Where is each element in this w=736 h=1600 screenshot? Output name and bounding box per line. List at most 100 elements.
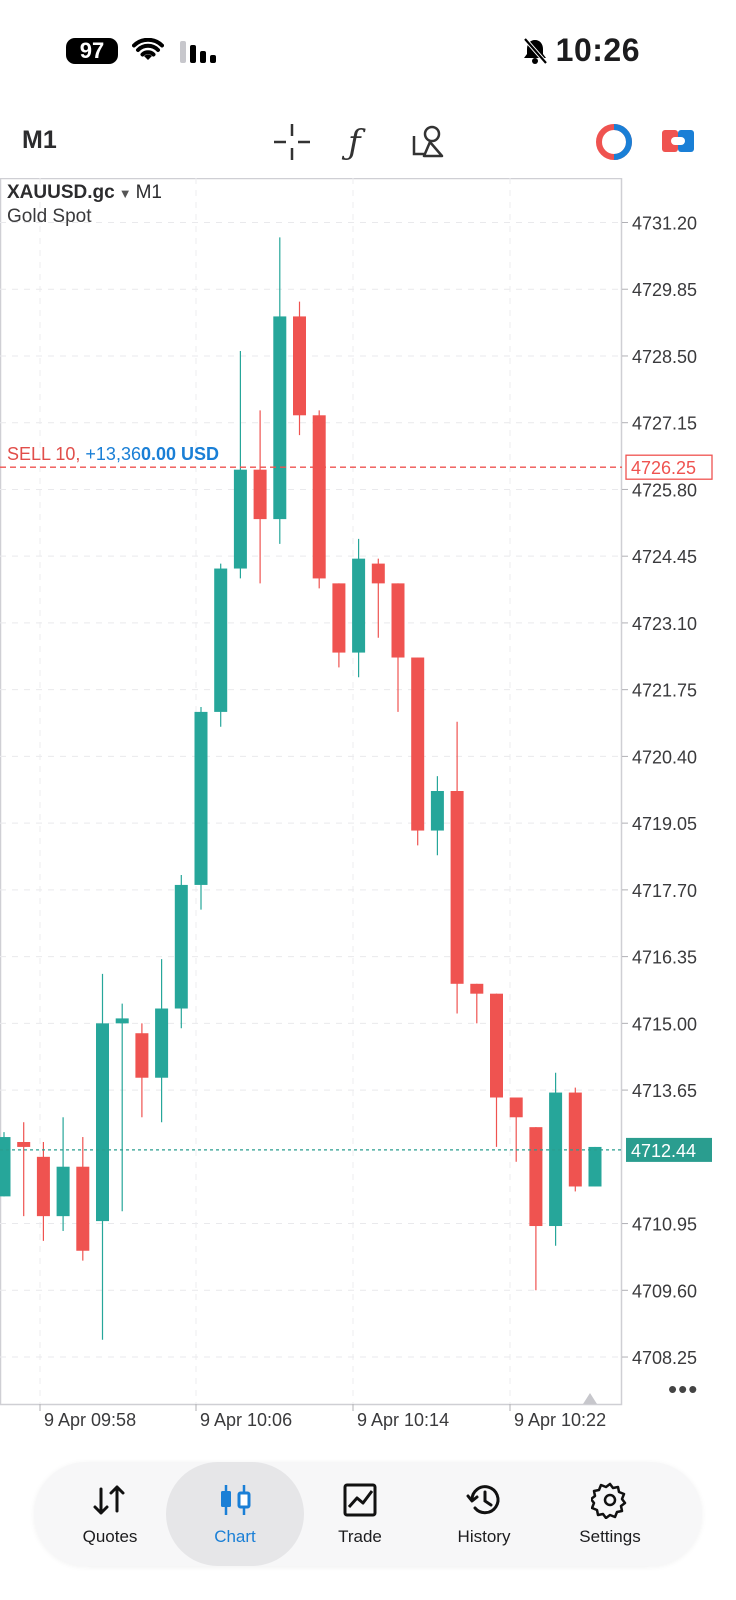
candle[interactable] [490, 993, 503, 1147]
nav-settings[interactable]: Settings [546, 1462, 674, 1566]
candle[interactable] [0, 1132, 11, 1197]
price-tick-label: 4724.45 [632, 547, 697, 567]
price-tick-label: 4728.50 [632, 347, 697, 367]
crosshair-icon[interactable] [272, 122, 312, 162]
nav-trade-label: Trade [338, 1527, 382, 1546]
nav-trade[interactable]: Trade [296, 1462, 424, 1566]
price-tick-label: 4721.75 [632, 681, 697, 701]
candle-body [312, 415, 326, 579]
history-icon [466, 1485, 500, 1515]
candle[interactable] [96, 973, 109, 1340]
order-profit: +13,360.00 USD [85, 444, 219, 464]
price-tick-label: 4725.80 [632, 480, 697, 500]
nav-settings-label: Settings [579, 1527, 641, 1546]
candle-body [17, 1141, 31, 1147]
candle-body [273, 316, 287, 520]
candle-body [490, 993, 503, 1098]
price-tick-label: 4717.70 [632, 881, 697, 901]
chart-icon [221, 1485, 251, 1515]
candle[interactable] [549, 1072, 563, 1246]
candle[interactable] [411, 657, 425, 846]
plot-frame [0, 178, 623, 1406]
candle-body [470, 983, 484, 994]
order-line-label[interactable]: SELL 10, +13,360.00 USD [7, 444, 219, 465]
candle[interactable] [371, 558, 385, 638]
candle[interactable] [450, 721, 464, 1014]
candle-body [549, 1092, 563, 1227]
price-tick-label: 4713.65 [632, 1081, 697, 1101]
objects-icon[interactable] [408, 122, 448, 162]
candle[interactable] [36, 1141, 50, 1241]
nav-quotes-label: Quotes [82, 1527, 138, 1546]
order-price-badge [625, 454, 713, 480]
candle[interactable] [352, 538, 366, 678]
candle-body [509, 1097, 523, 1118]
settings-icon [591, 1482, 627, 1519]
candle[interactable] [214, 563, 228, 727]
nav-chart[interactable]: Chart [166, 1462, 304, 1566]
candle[interactable] [194, 706, 208, 910]
candle[interactable] [115, 1003, 129, 1212]
candle[interactable] [17, 1122, 31, 1217]
nav-history-label: History [457, 1527, 511, 1546]
candle-body [174, 884, 188, 1009]
battery-indicator: 97 [66, 38, 118, 64]
candle-body [352, 558, 366, 653]
candle[interactable] [430, 776, 444, 856]
candle-body [253, 469, 267, 520]
candle-body [135, 1033, 149, 1078]
nav-quotes[interactable]: Quotes [46, 1462, 174, 1566]
price-chart[interactable]: 4726.25 4712.44 4731.20 4729.85 4728.50 4727… [0, 178, 736, 1438]
candle[interactable] [174, 875, 188, 1029]
candle-body [430, 791, 444, 831]
candle[interactable] [273, 237, 287, 544]
indicators-icon[interactable]: ƒ [340, 122, 380, 162]
candle[interactable] [135, 1023, 149, 1118]
candle-body [391, 583, 405, 658]
clock: 10:26 [555, 32, 640, 68]
candle[interactable] [332, 583, 346, 668]
candle[interactable] [76, 1137, 90, 1261]
account-icon[interactable] [594, 122, 634, 162]
price-tick-label: 4727.15 [632, 414, 697, 434]
candle[interactable] [568, 1087, 582, 1192]
candle-body [529, 1127, 543, 1227]
candle-body [411, 657, 425, 831]
candle-body [194, 711, 208, 885]
candle[interactable] [470, 983, 484, 1024]
candle[interactable] [509, 1097, 523, 1162]
candle-body [233, 469, 247, 569]
candle[interactable] [588, 1146, 602, 1187]
wifi-icon [132, 38, 164, 60]
candle[interactable] [155, 959, 169, 1123]
symbol-header[interactable]: XAUUSD.gc ▼ M1 [7, 182, 162, 204]
candle[interactable] [253, 410, 267, 584]
candle-body [332, 583, 346, 653]
price-tick-label: 4709.60 [632, 1281, 697, 1301]
dropdown-arrow-icon: ▼ [118, 186, 132, 201]
candle-body [214, 568, 228, 712]
price-tick-label: 4716.35 [632, 948, 697, 968]
candle[interactable] [56, 1117, 70, 1231]
trade-mode-icon[interactable] [658, 122, 698, 162]
price-tick-label: 4719.05 [632, 814, 697, 834]
candle[interactable] [529, 1127, 543, 1291]
time-tick-label: 9 Apr 10:06 [200, 1410, 292, 1430]
scroll-end-icon[interactable] [583, 1393, 597, 1404]
candle-body [371, 563, 385, 584]
candle[interactable] [391, 583, 405, 712]
nav-chart-label: Chart [214, 1527, 256, 1546]
candle-body [56, 1166, 70, 1217]
candle-body [36, 1156, 50, 1217]
candle[interactable] [293, 301, 306, 436]
candle[interactable] [312, 410, 326, 589]
bell-muted-icon [523, 37, 548, 64]
nav-history[interactable]: History [420, 1462, 548, 1566]
candle-body [96, 1023, 109, 1222]
candle[interactable] [233, 351, 247, 579]
candle-body [115, 1018, 129, 1024]
price-tick-label: 4729.85 [632, 280, 697, 300]
candlestick-chart[interactable]: 4726.25 4712.44 4731.20 4729.85 4728.50 4727… [0, 178, 736, 1438]
timeframe-button[interactable]: M1 [22, 126, 57, 154]
more-options-button[interactable]: ••• [668, 1374, 699, 1404]
